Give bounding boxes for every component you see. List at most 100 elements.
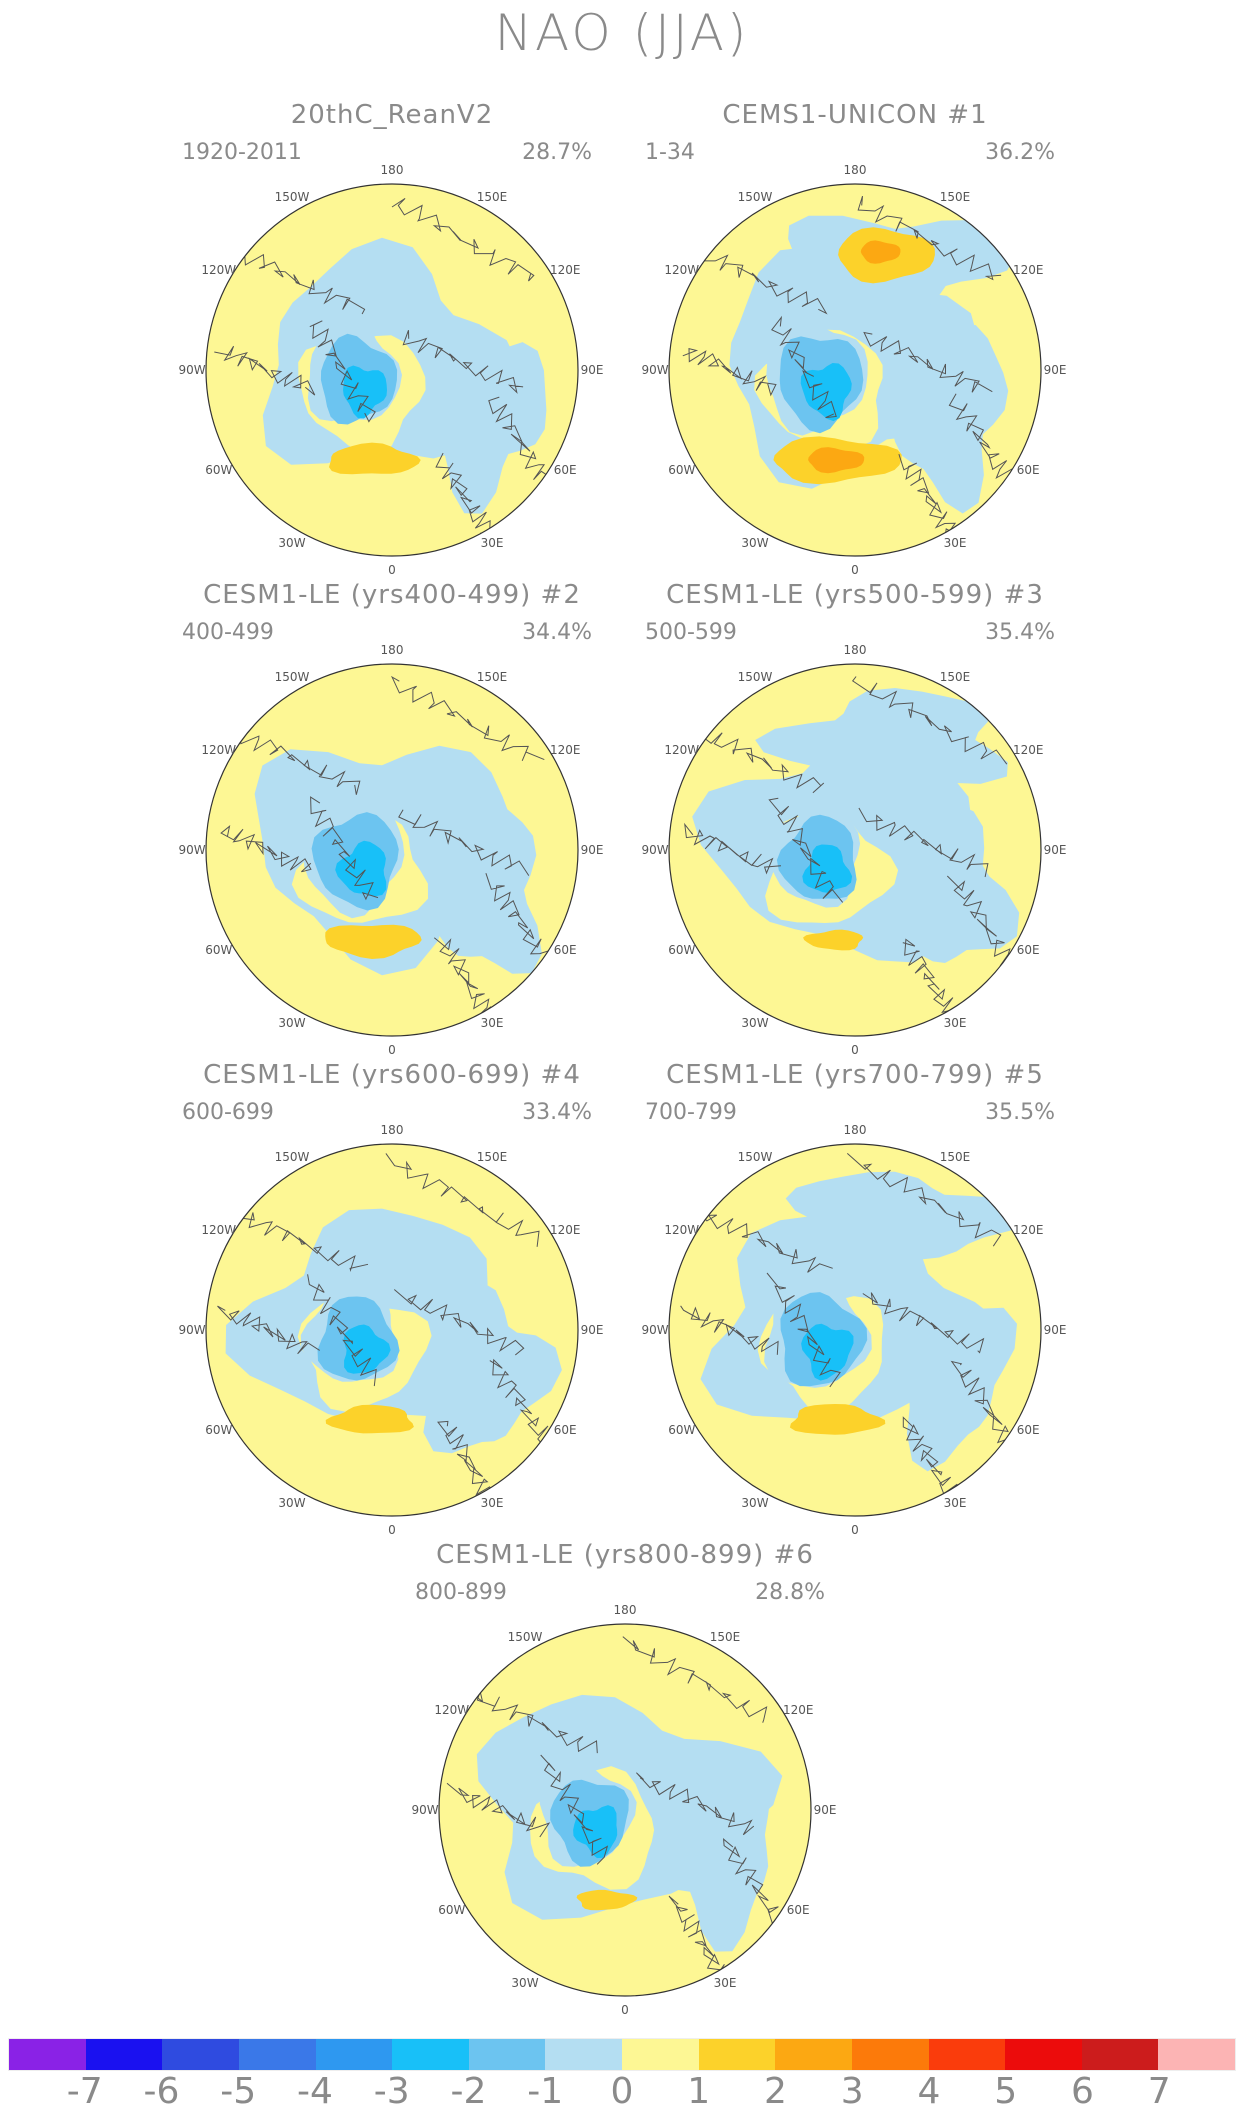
longitude-label: 150E — [477, 1150, 508, 1164]
negative-band-east — [423, 1282, 562, 1454]
longitude-label: 60E — [787, 1903, 810, 1917]
longitude-label: 90E — [1044, 1323, 1067, 1337]
longitude-label: 180 — [844, 1123, 867, 1137]
colorbar-tick-label: 0 — [610, 2071, 634, 2112]
colorbar-tick-label: 2 — [764, 2071, 787, 2112]
coastlines — [682, 195, 1023, 546]
panel-period: 400-499 — [182, 620, 274, 645]
longitude-label: 0 — [851, 563, 859, 577]
longitude-label: 90E — [1044, 363, 1067, 377]
panel-variance: 28.8% — [755, 1580, 825, 1605]
longitude-label: 120E — [550, 743, 581, 757]
high-contour-1 — [325, 924, 422, 959]
anomaly-field — [439, 1624, 811, 1996]
longitude-label: 90E — [581, 1323, 604, 1337]
coastlines — [220, 675, 558, 1022]
panel-period: 1-34 — [645, 140, 695, 165]
panel-period: 800-899 — [415, 1580, 507, 1605]
colorbar-tick-label: 1 — [687, 2071, 711, 2112]
longitude-label: 30E — [944, 1016, 967, 1030]
longitude-label: 90E — [1044, 843, 1067, 857]
longitude-label: 60W — [668, 463, 695, 477]
low-contour-3 — [801, 1323, 854, 1381]
colorbar-tick-label: 3 — [840, 2071, 864, 2112]
anomaly-field — [669, 1144, 1041, 1516]
low-contour-3 — [343, 365, 387, 419]
figure-title: NAO (JJA) — [494, 4, 750, 62]
high-contour-1 — [325, 1404, 414, 1434]
anomaly-field — [669, 184, 1041, 556]
map-panel-20thc-reanv2: 20thC_ReanV2 1920-2011 28.7% 180 150E 120E… — [178, 100, 603, 577]
longitude-label: 150W — [738, 190, 773, 204]
panel-title: CEMS1-UNICON #1 — [722, 100, 988, 130]
colorbar-tick-label: 7 — [1147, 2071, 1171, 2112]
polar-map: 180 150E 120E 90E 60E 30E 0 30W 60W 90W 120W 150W — [641, 643, 1066, 1057]
map-boundary — [205, 183, 579, 557]
longitude-label: 30E — [481, 1016, 504, 1030]
negative-band-east — [874, 325, 1009, 514]
colorbar-tick-label: 6 — [1071, 2071, 1094, 2112]
high-contour-1 — [576, 1889, 638, 1911]
map-panel-cesm1-le-3: CESM1-LE (yrs500-599) #3 500-599 35.4% 1… — [641, 580, 1066, 1057]
colorbar-swatch — [9, 2039, 86, 2070]
longitude-label: 0 — [851, 1043, 859, 1057]
colorbar-tick-label: -5 — [220, 2071, 257, 2112]
colorbar-tick-label: -6 — [143, 2071, 180, 2112]
longitude-label: 60E — [1017, 943, 1040, 957]
low-contour-3 — [802, 844, 853, 893]
longitude-label: 120E — [1013, 743, 1043, 757]
map-panel-cesm1-le-2: CESM1-LE (yrs400-499) #2 400-499 34.4% 1… — [178, 580, 603, 1057]
longitude-label: 120W — [201, 263, 236, 277]
longitude-label: 30W — [741, 1496, 768, 1510]
longitude-label: 30W — [278, 1016, 305, 1030]
longitude-label: 0 — [621, 2003, 629, 2017]
colorbar-tick-label: 5 — [994, 2071, 1018, 2112]
longitude-label: 150W — [275, 1150, 310, 1164]
colorbar-swatch — [1005, 2039, 1082, 2070]
colorbar: -7 -6 -5 -4 -3 -2 -1 0 1 2 3 4 5 6 7 — [8, 2038, 1236, 2113]
longitude-label: 150E — [940, 670, 971, 684]
longitude-label: 180 — [844, 163, 867, 177]
high-contour-1 — [789, 1404, 886, 1435]
map-boundary — [668, 663, 1042, 1037]
negative-band-east — [646, 1760, 772, 1952]
longitude-label: 30W — [278, 1496, 305, 1510]
coastlines — [214, 197, 560, 548]
longitude-label: 120W — [201, 743, 236, 757]
longitude-label: 30W — [278, 536, 305, 550]
longitude-label: 120E — [783, 1703, 814, 1717]
longitude-label: 180 — [614, 1603, 637, 1617]
longitude-label: 150E — [710, 1630, 741, 1644]
polar-map: 180 150E 120E 90E 60E 30E 0 30W 60W 90W 120W 150W — [178, 1123, 603, 1537]
panel-period: 600-699 — [182, 1100, 274, 1125]
panel-title: CESM1-LE (yrs800-899) #6 — [436, 1540, 814, 1570]
longitude-label: 30E — [714, 1976, 737, 1990]
coastlines — [217, 1153, 557, 1504]
high-contour-1 — [803, 929, 864, 951]
longitude-label: 60W — [205, 1423, 232, 1437]
longitude-label: 180 — [381, 1123, 404, 1137]
colorbar-tick-label: -1 — [527, 2071, 564, 2112]
longitude-label: 60E — [1017, 1423, 1040, 1437]
longitude-label: 30E — [481, 1496, 504, 1510]
longitude-label: 150W — [275, 190, 310, 204]
longitude-label: 30W — [511, 1976, 538, 1990]
panel-period: 500-599 — [645, 620, 737, 645]
colorbar-labels: -7 -6 -5 -4 -3 -2 -1 0 1 2 3 4 5 6 7 — [8, 2071, 1236, 2115]
map-panel-cesm1-le-4: CESM1-LE (yrs600-699) #4 600-699 33.4% 1… — [178, 1060, 603, 1537]
longitude-label: 60E — [554, 1423, 577, 1437]
colorbar-swatch — [622, 2039, 699, 2070]
longitude-label: 30E — [944, 1496, 967, 1510]
low-contour-3 — [573, 1805, 618, 1859]
panel-period: 700-799 — [645, 1100, 737, 1125]
longitude-label: 30E — [944, 536, 967, 550]
longitude-label: 120W — [664, 1223, 699, 1237]
longitude-label: 60W — [668, 1423, 695, 1437]
longitude-label: 180 — [381, 643, 404, 657]
panel-title: CESM1-LE (yrs700-799) #5 — [666, 1060, 1044, 1090]
polar-map: 180 150E 120E 90E 60E 30E 0 30W 60W 90W 120W 150W — [411, 1603, 836, 2017]
longitude-label: 120W — [434, 1703, 469, 1717]
longitude-label: 180 — [844, 643, 867, 657]
longitude-label: 0 — [388, 563, 396, 577]
longitude-label: 150W — [275, 670, 310, 684]
